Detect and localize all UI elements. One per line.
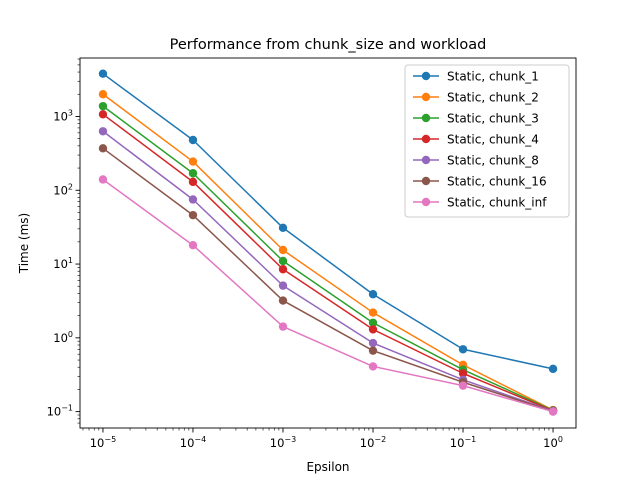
series-line (102, 178, 554, 413)
legend-item: Static, chunk_3 (413, 112, 539, 126)
series-static-chunk-1 (98, 69, 558, 374)
legend-item: Static, chunk_1 (413, 70, 539, 84)
y-axis: 10−1 100 101 102 103 (47, 58, 80, 424)
legend-box (404, 64, 570, 218)
plot-frame (79, 57, 577, 429)
series-line (102, 93, 554, 411)
legend-item: Static, chunk_inf (413, 196, 547, 210)
series-line (102, 113, 554, 412)
x-tick-label: 100 (543, 435, 563, 450)
x-tick-label: 10−3 (270, 435, 296, 450)
data-point (278, 265, 288, 274)
y-tick-label: 10−1 (47, 404, 73, 419)
data-point (278, 223, 288, 232)
data-point (458, 345, 468, 354)
series-layer (98, 69, 558, 416)
series-static-chunk-2 (98, 90, 558, 415)
x-axis: 10−5 10−4 10−3 10−2 10−1 100 (82, 428, 563, 450)
data-point (368, 308, 378, 317)
legend-swatch-marker (421, 92, 431, 102)
data-point (548, 364, 558, 374)
chart-title: Performance from chunk_size and workload (170, 37, 487, 53)
legend-swatch-marker (421, 71, 431, 81)
legend-swatch-marker (421, 197, 431, 207)
data-point (548, 407, 558, 416)
legend-label: Static, chunk_3 (447, 112, 539, 126)
data-point (188, 135, 198, 145)
legend-label: Static, chunk_2 (447, 91, 539, 105)
y-tick-label: 102 (53, 182, 73, 197)
data-point (368, 318, 378, 327)
legend-label: Static, chunk_4 (447, 133, 539, 147)
data-point (188, 169, 198, 178)
x-tick-label: 10−1 (450, 435, 476, 450)
data-point (188, 177, 198, 187)
data-point (458, 381, 468, 390)
series-line (102, 130, 554, 412)
data-point (98, 101, 108, 111)
series-line (102, 73, 554, 370)
legend: Static, chunk_1 Static, chunk_2 Static, ch… (404, 64, 570, 218)
y-tick-label: 100 (53, 330, 73, 345)
data-point (278, 296, 288, 305)
legend-swatch-marker (421, 155, 431, 165)
x-tick-label: 10−5 (90, 435, 116, 450)
legend-swatch-marker (421, 176, 431, 186)
data-point (458, 369, 468, 378)
data-point (278, 245, 288, 255)
series-static-chunk-inf (98, 175, 558, 416)
data-point (368, 338, 378, 348)
data-point (98, 127, 108, 136)
x-axis-label: Epsilon (306, 460, 349, 474)
data-point (98, 175, 108, 184)
legend-swatch-marker (421, 134, 431, 144)
legend-item: Static, chunk_8 (413, 154, 539, 168)
data-point (278, 322, 288, 331)
data-point (188, 157, 198, 166)
data-point (98, 110, 108, 119)
x-tick-label: 10−2 (360, 435, 386, 450)
x-tick-label: 10−4 (180, 435, 206, 450)
legend-label: Static, chunk_inf (447, 196, 547, 210)
data-point (98, 144, 108, 153)
series-line (102, 147, 554, 413)
y-tick-label: 103 (53, 108, 73, 123)
y-tick-label: 101 (53, 256, 73, 271)
legend-item: Static, chunk_2 (413, 91, 539, 105)
legend-swatch-marker (421, 113, 431, 123)
data-point (368, 362, 378, 371)
data-point (278, 256, 288, 266)
data-point (188, 195, 198, 204)
data-point (98, 90, 108, 99)
data-point (188, 210, 198, 220)
data-point (368, 346, 378, 355)
legend-label: Static, chunk_8 (447, 154, 539, 168)
data-point (368, 325, 378, 334)
data-point (188, 241, 198, 250)
legend-label: Static, chunk_1 (447, 70, 539, 84)
data-point (278, 281, 288, 290)
legend-item: Static, chunk_16 (413, 175, 547, 189)
series-line (102, 105, 554, 412)
legend-item: Static, chunk_4 (413, 133, 539, 147)
data-point (98, 69, 108, 78)
data-point (368, 290, 378, 299)
y-axis-label: Time (ms) (17, 213, 31, 275)
legend-label: Static, chunk_16 (447, 175, 547, 189)
